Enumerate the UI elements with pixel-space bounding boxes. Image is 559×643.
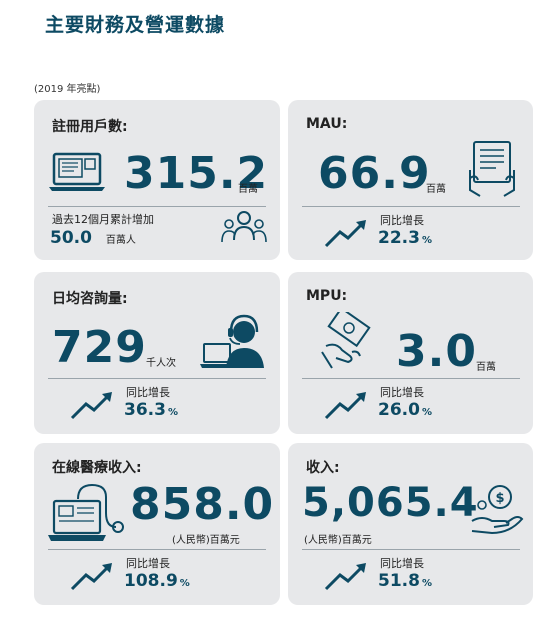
page-subtitle: (2019 年亮點) <box>34 84 101 95</box>
card-online-medical-revenue: 在線醫療收入: 858.0 (人民幣)百萬元 同比增長 108.9% <box>34 443 280 605</box>
laptop-icon <box>49 152 105 191</box>
page-title: 主要財務及營運數據 <box>45 14 226 36</box>
mau-growth-value: 22.3 <box>378 228 420 248</box>
people-group-icon <box>221 211 267 243</box>
mpu-unit: 百萬 <box>476 362 496 373</box>
headset-agent-icon <box>200 314 264 368</box>
card-daily-consultations: 日均咨詢量: 729 千人次 同比增長 36.3% <box>34 272 280 434</box>
hand-money-icon <box>321 312 371 369</box>
mpu-growth-unit: % <box>421 407 432 418</box>
card-label: MPU: <box>306 288 348 304</box>
card-label: 在線醫療收入: <box>52 460 142 476</box>
mau-unit: 百萬 <box>426 184 446 195</box>
daily-consultations-growth-group: 36.3% <box>124 400 178 420</box>
divider <box>302 206 520 207</box>
card-mau: MAU: 66.9 百萬 同比增長 22.3% <box>288 100 533 260</box>
revenue-growth-unit: % <box>421 578 432 589</box>
card-revenue: 收入: 5,065.4 (人民幣)百萬元 $ 同比增長 51.8% <box>288 443 533 605</box>
divider <box>302 378 520 379</box>
mau-growth-unit: % <box>421 235 432 246</box>
mpu-growth-label: 同比增長 <box>380 386 424 399</box>
trend-up-arrow-icon <box>324 220 366 248</box>
online-medical-revenue-growth-label: 同比增長 <box>126 557 170 570</box>
daily-consultations-growth-unit: % <box>167 407 178 418</box>
trend-up-arrow-icon <box>324 392 366 420</box>
daily-consultations-value: 729 <box>52 322 147 373</box>
divider <box>302 549 520 550</box>
registered-users-sub-value: 50.0 <box>50 228 92 248</box>
online-medical-revenue-value: 858.0 <box>130 479 275 530</box>
registered-users-unit: 百萬 <box>238 184 258 195</box>
registered-users-sub-unit: 百萬人 <box>105 235 136 246</box>
trend-up-arrow-icon <box>324 563 366 591</box>
mau-value: 66.9 <box>318 148 431 199</box>
revenue-unit: (人民幣)百萬元 <box>304 535 372 546</box>
daily-consultations-growth-label: 同比增長 <box>126 386 170 399</box>
card-label: 日均咨詢量: <box>52 291 128 307</box>
online-medical-revenue-growth-group: 108.9% <box>124 571 190 591</box>
revenue-value: 5,065.4 <box>302 480 479 526</box>
mau-growth-label: 同比增長 <box>380 214 424 227</box>
computer-stethoscope-icon <box>48 483 124 541</box>
divider <box>48 549 266 550</box>
registered-users-value: 315.2 <box>124 148 269 199</box>
online-medical-revenue-unit: (人民幣)百萬元 <box>172 535 240 546</box>
hand-coins-icon: $ <box>471 485 524 535</box>
card-registered-users: 註冊用戶數: 315.2 百萬 過去12個月累計增加 50.0 百萬人 <box>34 100 280 260</box>
daily-consultations-growth-value: 36.3 <box>124 400 166 420</box>
mpu-growth-value: 26.0 <box>378 400 420 420</box>
revenue-growth-label: 同比增長 <box>380 557 424 570</box>
registered-users-sub-label: 過去12個月累計增加 <box>52 213 154 226</box>
daily-consultations-unit: 千人次 <box>146 358 176 369</box>
tablet-hands-icon <box>469 141 515 197</box>
card-label: 註冊用戶數: <box>52 119 128 135</box>
revenue-growth-group: 51.8% <box>378 571 432 591</box>
revenue-growth-value: 51.8 <box>378 571 420 591</box>
mpu-growth-group: 26.0% <box>378 400 432 420</box>
trend-up-arrow-icon <box>70 563 112 591</box>
online-medical-revenue-growth-value: 108.9 <box>124 571 178 591</box>
svg-text:$: $ <box>495 491 504 506</box>
card-label: 收入: <box>306 460 340 476</box>
mpu-value: 3.0 <box>396 326 477 377</box>
divider <box>48 206 266 207</box>
card-mpu: MPU: 3.0 百萬 同比增長 26.0% <box>288 272 533 434</box>
trend-up-arrow-icon <box>70 392 112 420</box>
online-medical-revenue-growth-unit: % <box>179 578 190 589</box>
card-label: MAU: <box>306 116 348 132</box>
mau-growth-group: 22.3% <box>378 228 432 248</box>
registered-users-sub-value-group: 50.0 百萬人 <box>50 228 136 248</box>
divider <box>48 378 266 379</box>
